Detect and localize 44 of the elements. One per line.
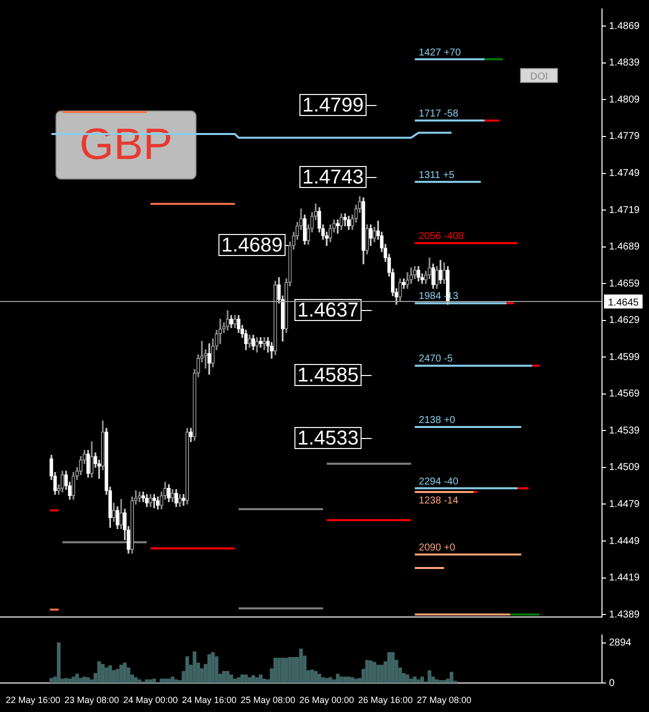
y-tick-label: 1.4539	[609, 425, 640, 436]
y-tick-label: 0	[609, 678, 615, 689]
series-label: 1427 +70	[418, 47, 462, 58]
y-tick-label: 1.4689	[609, 242, 640, 253]
x-tick-label: 25 May 08:00	[240, 695, 296, 706]
y-tick-label: 1.4449	[609, 536, 640, 547]
ref-line-label: 1.4645	[608, 297, 640, 308]
y-tick-label: 1.4719	[609, 204, 640, 216]
annotation: 1.4533	[297, 428, 359, 450]
series-label: 2056 -408	[418, 231, 464, 242]
x-tick-label: 23 May 08:00	[64, 695, 120, 706]
x-tick-label: 22 May 16:00	[6, 695, 60, 706]
x-tick-label: 24 May 16:00	[182, 695, 237, 706]
x-tick-label: 26 May 16:00	[358, 695, 413, 706]
y-tick-label: 2894	[609, 638, 632, 649]
series-label: 2470 -5	[418, 354, 454, 365]
y-tick-label: 1.4659	[609, 278, 640, 290]
y-tick-label: 1.4569	[609, 388, 640, 400]
annotation: 1.4799	[302, 94, 364, 117]
series-label: 1311 +5	[418, 170, 455, 181]
x-tick-label: 27 May 08:00	[416, 695, 472, 706]
y-tick-label: 1.4869	[609, 20, 640, 32]
y-tick-label: 1.4809	[609, 94, 640, 106]
series-label: 1717 -58	[418, 108, 459, 120]
y-tick-label: 1.4749	[609, 168, 640, 180]
annotation: 1.4637	[297, 300, 359, 322]
y-tick-label: 1.4629	[609, 315, 640, 326]
annotation: 1.4585	[297, 364, 359, 387]
y-tick-label: 1.4419	[609, 572, 640, 584]
series-label: 2294 -40	[418, 476, 459, 488]
y-tick-label: 1.4599	[609, 352, 640, 363]
annotation: DOI	[530, 71, 548, 82]
y-tick-label: 1.4389	[609, 609, 640, 620]
x-tick-label: 26 May 00:00	[299, 695, 354, 706]
series-label: 2090 +0	[418, 542, 456, 554]
y-tick-label: 1.4779	[609, 131, 640, 142]
y-tick-label: 1.4509	[609, 462, 640, 474]
y-tick-label: 1.4839	[609, 58, 640, 69]
series-label: 1238 -14	[418, 496, 459, 507]
series-label: 2138 +0	[418, 415, 456, 426]
annotation: 1.4689	[221, 234, 283, 257]
annotation: 1.4743	[302, 166, 364, 189]
y-tick-label: 1.4479	[609, 498, 640, 510]
x-tick-label: 24 May 00:00	[123, 695, 178, 706]
